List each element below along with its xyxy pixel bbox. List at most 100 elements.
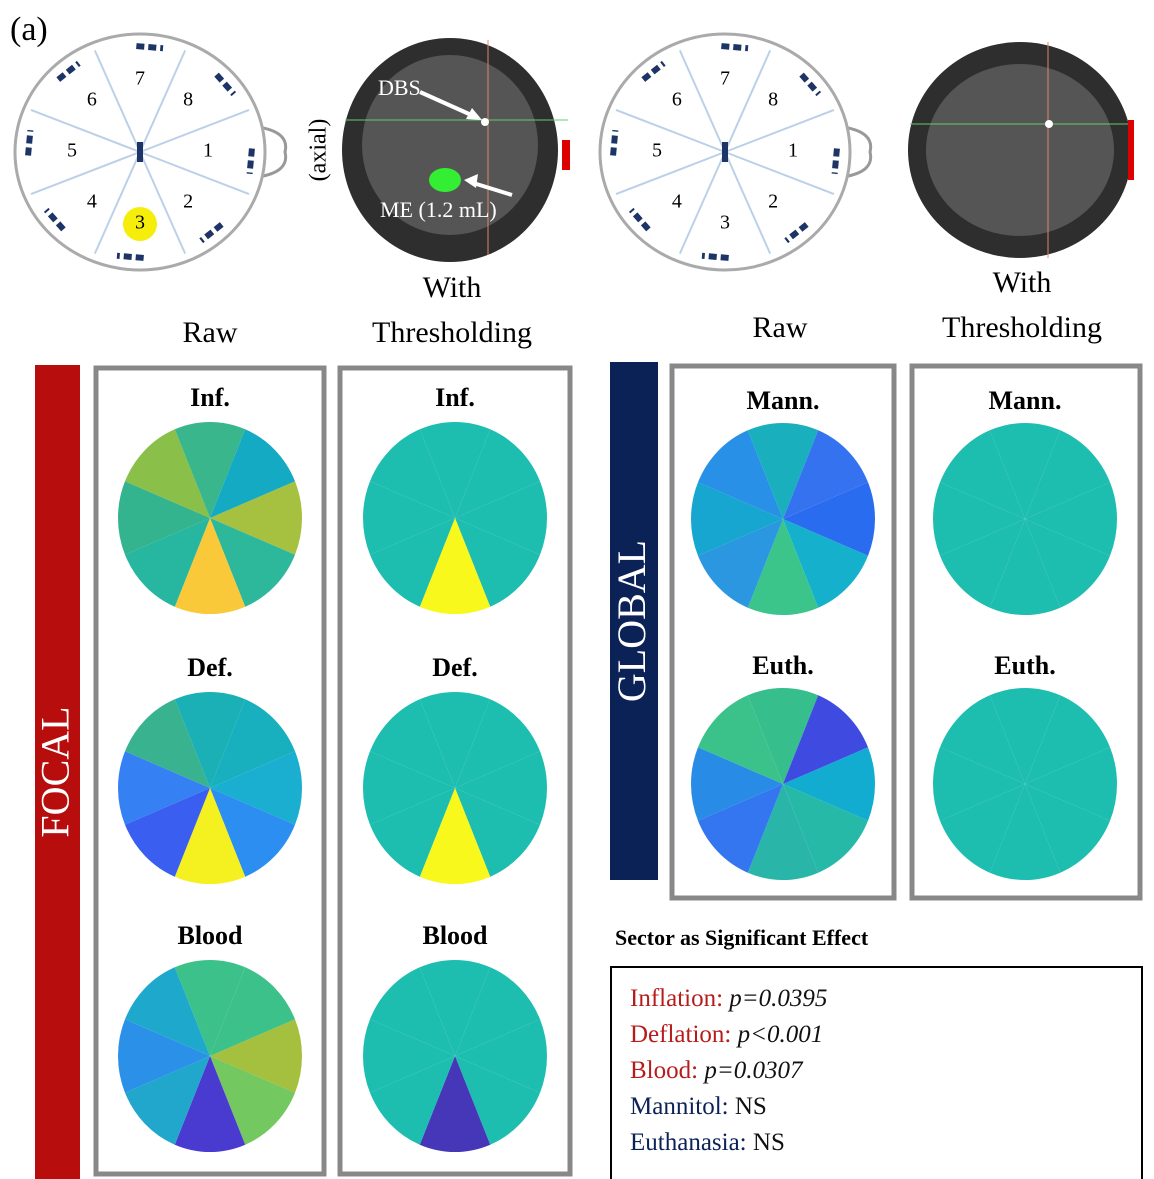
pie-title: Inf. <box>190 383 230 412</box>
pie-sector <box>1025 519 1110 608</box>
pie-title: Mann. <box>747 386 820 415</box>
pie-sector <box>210 481 302 555</box>
pie-sector <box>691 747 783 821</box>
panel-box <box>337 365 573 1177</box>
pie-sector <box>363 481 455 555</box>
pie-sector <box>174 691 246 788</box>
pie-sector <box>940 784 1025 873</box>
electrode <box>136 43 164 52</box>
panel-box <box>93 365 327 1177</box>
sector-label: 7 <box>720 68 730 90</box>
pie-sector <box>419 422 491 518</box>
arrow <box>469 180 513 197</box>
pie-sector <box>174 959 246 1056</box>
sector-label: 5 <box>67 140 77 162</box>
pie-sector <box>370 429 455 518</box>
column-header: Thresholding <box>942 311 1102 344</box>
sector-label: 3 <box>135 212 145 234</box>
sector-line <box>93 151 141 255</box>
pie-sector <box>125 518 210 607</box>
sector-label: 5 <box>652 140 662 162</box>
pie-sector <box>989 784 1061 880</box>
pie-sector <box>125 429 210 518</box>
pie-sector <box>698 430 783 519</box>
pie-sector <box>125 699 210 788</box>
column-header: Thresholding <box>372 316 532 349</box>
sector-label: 4 <box>87 191 97 213</box>
highlight <box>123 207 157 241</box>
sector-label: 8 <box>768 89 778 111</box>
pie-sector <box>363 1019 455 1093</box>
pie-sector <box>783 747 876 821</box>
pie-sector <box>455 1056 540 1145</box>
marker <box>1128 120 1134 180</box>
pie-title: Blood <box>422 921 488 950</box>
electrode <box>199 222 224 244</box>
pie-title: Def. <box>432 653 477 682</box>
electrode <box>721 43 749 52</box>
pie-sector <box>1025 747 1118 821</box>
pie-sector <box>370 699 455 788</box>
pie-sector <box>210 699 295 788</box>
sector-line <box>139 49 187 153</box>
dbs-point <box>481 118 489 126</box>
sector-label: 6 <box>87 89 97 111</box>
pie-sector <box>1025 430 1110 519</box>
pie-sector <box>455 751 547 825</box>
electrode <box>610 129 619 156</box>
pie-sector <box>698 695 783 784</box>
pie-title: Euth. <box>994 651 1055 680</box>
pie-title: Inf. <box>435 383 475 412</box>
electrode <box>641 60 666 82</box>
sector-label: 1 <box>203 140 213 162</box>
pie-sector <box>125 1056 210 1145</box>
pie-sector <box>174 518 246 614</box>
pie-sector <box>174 1056 246 1152</box>
pie-sector <box>933 482 1025 556</box>
pie-sector <box>747 784 819 881</box>
pie-sector <box>455 481 547 555</box>
column-header: Raw <box>753 311 808 344</box>
arrow-head <box>466 108 482 120</box>
electrode <box>831 148 840 175</box>
pie-title: Euth. <box>752 651 813 680</box>
electrode <box>43 207 66 232</box>
sector-line <box>139 151 250 196</box>
column-header: With <box>423 271 482 304</box>
column-header: With <box>993 266 1052 299</box>
arrow <box>419 90 479 120</box>
sector-line <box>615 108 726 153</box>
legend-name: Euthanasia: <box>630 1129 747 1156</box>
electrode <box>25 129 34 156</box>
pie-title: Mann. <box>989 386 1062 415</box>
pie-sector <box>747 423 819 519</box>
pie-sector <box>940 519 1025 608</box>
panel-box <box>669 363 897 901</box>
pie-title: Blood <box>177 921 243 950</box>
arrow-head <box>464 174 478 188</box>
pie-sector <box>363 751 455 825</box>
legend-entry: Deflation: p<0.001 <box>630 1021 823 1048</box>
legend-entry: Blood: p=0.0307 <box>630 1057 804 1084</box>
sector-label: 7 <box>135 68 145 90</box>
marker <box>562 140 570 170</box>
electrode <box>799 72 822 97</box>
pie-sector <box>118 481 210 555</box>
pie-sector <box>118 1019 210 1093</box>
sector-line <box>678 49 726 153</box>
electrode <box>701 252 729 261</box>
legend-entry: Mannitol: NS <box>630 1093 767 1120</box>
group-bar <box>35 365 80 1179</box>
pie-sector <box>455 699 540 788</box>
axial-label: (axial) <box>306 119 332 182</box>
pie-sector <box>370 967 455 1056</box>
legend-title: Sector as Significant Effect <box>615 925 869 950</box>
sector-label: 3 <box>720 212 730 234</box>
pie-title: Def. <box>187 653 232 682</box>
sector-line <box>724 49 772 153</box>
pie-sector <box>783 519 868 608</box>
pie-sector <box>455 518 540 607</box>
legend-entry: Euthanasia: NS <box>630 1129 785 1156</box>
ct-brain <box>926 64 1114 236</box>
